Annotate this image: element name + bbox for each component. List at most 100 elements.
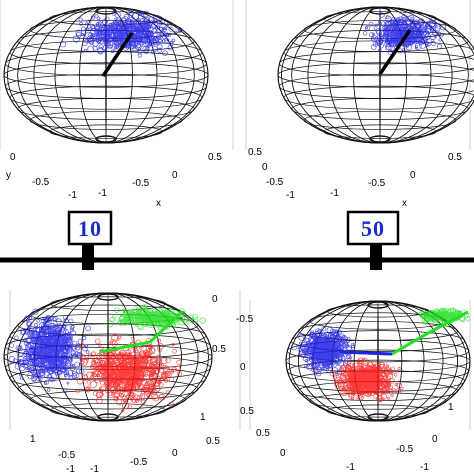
particle xyxy=(168,376,174,382)
particle xyxy=(346,339,350,344)
particle xyxy=(147,380,154,387)
meridian-line xyxy=(288,300,468,422)
globe-top-left xyxy=(3,6,209,144)
tick: 1 xyxy=(448,402,454,413)
particle xyxy=(69,355,73,360)
particle xyxy=(332,338,339,345)
particle xyxy=(309,337,316,345)
globe-top-right xyxy=(277,6,474,144)
particle xyxy=(361,371,367,376)
particle xyxy=(57,334,64,341)
particle xyxy=(60,324,65,329)
particle xyxy=(159,26,165,32)
particle xyxy=(396,382,403,389)
particle xyxy=(391,25,395,29)
particle xyxy=(36,319,40,323)
particle xyxy=(118,335,122,339)
particle xyxy=(465,316,471,322)
particle xyxy=(83,374,88,379)
particle xyxy=(108,376,113,381)
particle xyxy=(138,12,143,17)
particle xyxy=(20,330,26,336)
particle xyxy=(136,395,142,400)
particle xyxy=(309,332,314,337)
particle xyxy=(182,316,186,320)
particle xyxy=(329,345,336,352)
particle xyxy=(383,383,389,389)
particle xyxy=(313,351,317,356)
particle xyxy=(118,351,123,356)
particle xyxy=(133,373,139,379)
latitude-line xyxy=(29,110,183,130)
particle xyxy=(142,10,150,18)
particle xyxy=(86,380,92,385)
particle xyxy=(140,390,145,395)
particle xyxy=(47,318,52,323)
tick: 0 xyxy=(10,152,16,163)
particle xyxy=(430,41,436,46)
particle xyxy=(97,48,104,55)
particle xyxy=(176,371,183,377)
particle xyxy=(107,44,113,50)
particle xyxy=(162,27,166,31)
particle xyxy=(125,30,130,36)
particle xyxy=(111,369,115,373)
particle xyxy=(155,30,159,34)
particle xyxy=(192,313,198,320)
particle xyxy=(57,353,65,361)
particle xyxy=(98,386,102,390)
particle xyxy=(118,378,123,383)
particle xyxy=(97,343,102,347)
particle xyxy=(49,326,56,332)
particle xyxy=(45,352,52,359)
particle xyxy=(383,379,390,386)
latitude-line xyxy=(283,40,474,65)
particle xyxy=(360,391,365,396)
particle xyxy=(151,50,155,54)
particle xyxy=(81,355,87,361)
particle xyxy=(432,20,437,25)
particle xyxy=(68,357,73,363)
particle xyxy=(397,366,401,370)
particle xyxy=(52,333,57,338)
particle xyxy=(373,36,377,40)
particle xyxy=(308,337,314,343)
particle xyxy=(430,27,436,33)
particle xyxy=(16,361,20,365)
particle xyxy=(48,376,55,382)
particle xyxy=(382,363,389,369)
particle xyxy=(62,388,68,394)
particle xyxy=(135,42,139,47)
particle xyxy=(109,341,113,345)
particle xyxy=(164,319,168,323)
particle xyxy=(356,377,364,385)
particle xyxy=(111,391,115,396)
particle xyxy=(417,32,422,37)
particle xyxy=(116,338,120,341)
pole-cap xyxy=(95,135,117,143)
particle xyxy=(46,340,51,346)
particle xyxy=(82,40,88,47)
particle xyxy=(311,363,317,369)
particle xyxy=(136,17,140,21)
particle xyxy=(362,31,368,36)
particle xyxy=(98,354,103,358)
particle xyxy=(85,22,88,26)
particle xyxy=(19,347,23,351)
particle xyxy=(370,384,377,391)
particle xyxy=(426,311,432,317)
particle xyxy=(378,33,383,37)
tick: -1 xyxy=(90,464,99,474)
particle xyxy=(59,366,67,374)
particle xyxy=(31,336,37,342)
particle xyxy=(162,365,169,372)
particle xyxy=(386,372,394,380)
particle xyxy=(71,325,75,329)
particle xyxy=(148,387,155,394)
particle xyxy=(436,317,443,325)
particle xyxy=(127,24,131,28)
particle xyxy=(389,366,396,373)
particle xyxy=(42,357,47,362)
particle xyxy=(144,360,148,364)
